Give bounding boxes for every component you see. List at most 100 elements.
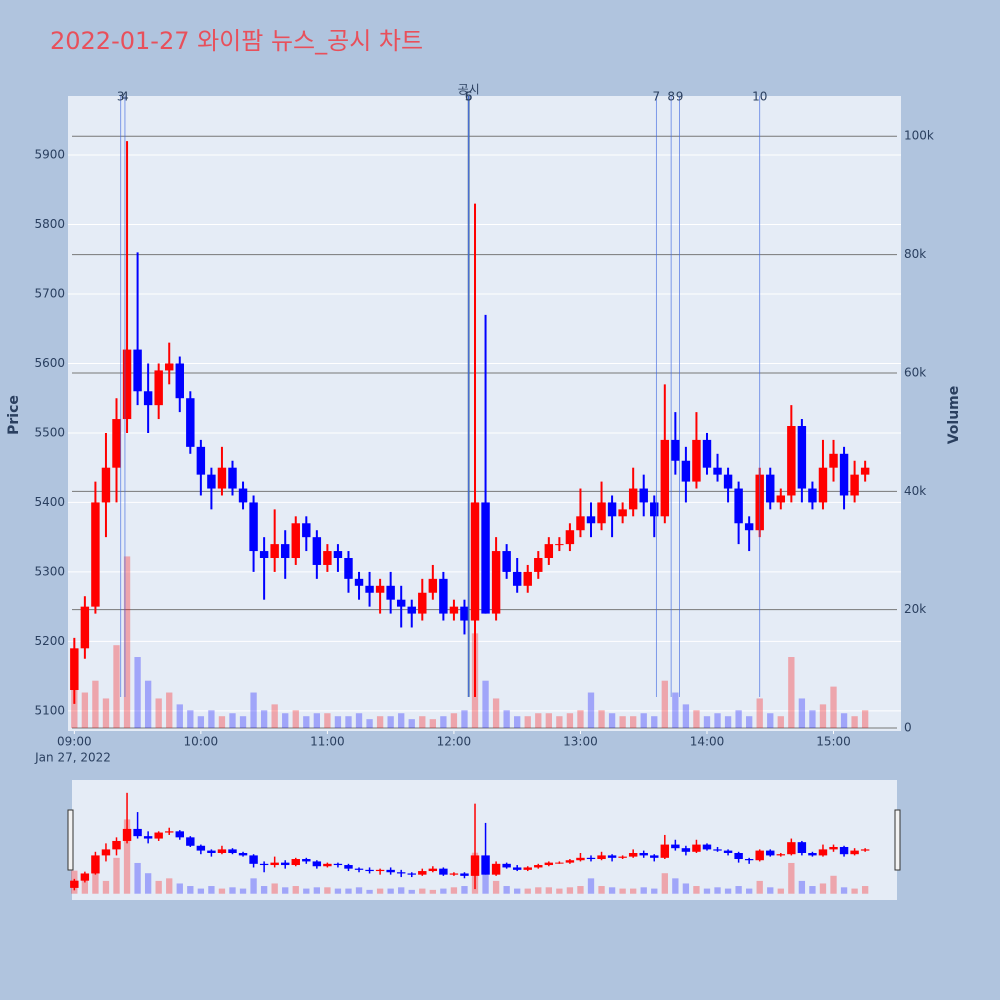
mini-volume-bar [651, 888, 658, 894]
volume-bar [461, 710, 468, 729]
candle-body [481, 502, 490, 614]
volume-bar [693, 710, 700, 729]
x-tick-label: 15:00 [816, 735, 851, 749]
candle-body [165, 363, 174, 371]
candle-body [259, 551, 269, 559]
candle-body [597, 502, 606, 524]
range-slider[interactable] [72, 780, 897, 900]
volume-bar [271, 704, 278, 729]
mini-volume-bar [250, 878, 257, 894]
mini-volume-bar [861, 886, 869, 894]
mini-volume-bar [303, 888, 310, 894]
mini-volume-bar [260, 886, 268, 894]
candle-body [217, 467, 227, 489]
mini-volume-bar [355, 887, 363, 894]
volume-bar [398, 713, 405, 729]
mini-candle-body [365, 869, 374, 872]
candle-body [723, 474, 733, 489]
mini-candle-body [259, 863, 269, 866]
mini-volume-bar [187, 886, 194, 894]
x-tick-label: 10:00 [184, 735, 219, 749]
candle-body [302, 523, 311, 538]
volume-bar [535, 713, 542, 729]
y-tick-label: 5600 [34, 356, 65, 370]
mini-candle-body [850, 850, 859, 855]
mini-candle-body [312, 861, 322, 867]
volume-bar [155, 698, 162, 729]
volume-bar [524, 716, 531, 729]
candle-body [418, 592, 427, 614]
volume-bar [545, 713, 552, 729]
mini-volume-bar [313, 887, 321, 894]
range-handle[interactable] [894, 809, 901, 871]
y2-tick-label: 60k [904, 365, 926, 379]
candle-body [80, 606, 90, 649]
candle-body [692, 439, 701, 482]
mini-volume-bar [271, 883, 278, 894]
volume-bar [830, 686, 837, 729]
candle-body [639, 488, 648, 503]
volume-bar [387, 716, 394, 729]
candle-body [565, 530, 575, 545]
candle-body [196, 446, 206, 475]
volume-bar [767, 713, 774, 729]
volume-bar [851, 716, 858, 729]
volume-bar [577, 710, 584, 729]
mini-candle-body [797, 842, 807, 853]
candle-body [280, 544, 290, 559]
mini-volume-bar [851, 888, 858, 894]
mini-candle-body [512, 867, 522, 870]
candle-body [860, 467, 870, 475]
mini-candle-body [766, 850, 775, 856]
mini-volume-bar [587, 878, 595, 894]
mini-volume-bar [292, 886, 299, 894]
mini-volume-bar [324, 887, 331, 894]
mini-volume-bar [450, 887, 458, 894]
volume-bar [556, 716, 563, 729]
mini-volume-bar [429, 889, 436, 894]
mini-candle-body [154, 832, 163, 839]
mini-candle-body [143, 836, 153, 839]
mini-candle-body [523, 867, 532, 870]
y2-tick-label: 20k [904, 602, 926, 616]
candle-body [344, 558, 353, 579]
mini-candle-body [91, 855, 100, 874]
mini-candle-body [333, 863, 343, 866]
y-tick-label: 5200 [34, 634, 65, 648]
mini-candle-body [681, 848, 691, 852]
x-tick-label: 14:00 [690, 735, 725, 749]
candle-body [133, 349, 142, 392]
mini-candle-body [80, 873, 90, 881]
candle-body [249, 502, 258, 552]
volume-bar [745, 716, 753, 729]
candle-body [576, 516, 585, 531]
candle-body [323, 551, 332, 565]
mini-volume-bar [798, 880, 806, 894]
candle-body [312, 537, 322, 565]
candle-body [776, 495, 786, 503]
range-handle[interactable] [67, 809, 74, 871]
candle-body [270, 544, 279, 559]
candle-body [713, 467, 722, 475]
volume-bar [735, 710, 742, 729]
volume-bar [102, 698, 110, 729]
candle-body [839, 453, 849, 496]
y2-tick-label: 0 [904, 721, 912, 735]
mini-candle-body [228, 849, 237, 853]
candle-body [534, 558, 543, 572]
mini-volume-bar [440, 888, 447, 894]
candle-body [702, 439, 712, 468]
mini-candle-body [344, 865, 353, 869]
candle-body [449, 606, 459, 614]
volume-bar [187, 710, 194, 729]
mini-volume-bar [387, 888, 394, 894]
y2-tick-label: 100k [904, 129, 934, 143]
candle-body [829, 453, 838, 468]
volume-bar [566, 713, 574, 729]
volume-bar [640, 713, 647, 729]
mini-volume-bar [113, 857, 120, 894]
mini-volume-bar [672, 878, 679, 894]
volume-bar [661, 680, 668, 729]
mini-volume-bar [682, 883, 690, 894]
